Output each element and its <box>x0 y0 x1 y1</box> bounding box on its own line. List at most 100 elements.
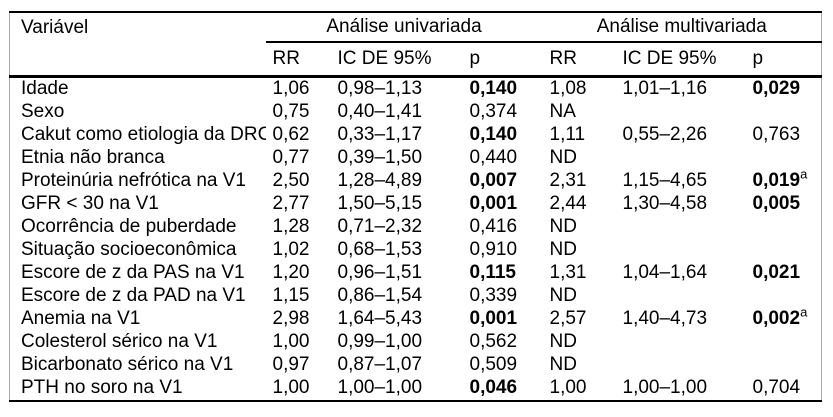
cell-multi-p-value: 0,005 <box>752 193 801 214</box>
cell-multi-ic <box>616 101 746 124</box>
cell-multi-ic: 1,30–4,58 <box>622 193 708 214</box>
cell-uni-p: 0,374 <box>463 101 543 124</box>
cell-multi-ic: 1,00–1,00 <box>622 377 708 398</box>
cell-uni-ic: 0,96–1,51 <box>337 262 423 283</box>
cell-multi-rr: ND <box>549 285 577 306</box>
cell-uni-p: 0,046 <box>463 377 543 401</box>
cell-variable: Escore de z da PAD na V1 <box>21 285 246 306</box>
cell-uni-ic: 0,40–1,41 <box>337 101 423 122</box>
cell-multi-rr: ND <box>549 239 577 260</box>
table-row: Idade 1,06 0,98–1,13 0,140 1,08 1,01–1,1… <box>10 76 822 101</box>
cell-uni-p-value: 0,509 <box>469 354 518 375</box>
sub-header-variable-spacer <box>9 42 266 78</box>
cell-variable: Idade <box>21 78 69 99</box>
cell-uni-rr: 0,75 <box>272 101 310 122</box>
table-row: Proteinúria nefrótica na V1 2,50 1,28–4,… <box>10 170 822 193</box>
table-row: GFR < 30 na V1 2,77 1,50–5,15 0,001 2,44… <box>10 193 822 216</box>
table-row: Situação socioeconômica 1,02 0,68–1,53 0… <box>10 239 822 262</box>
cell-uni-p-value: 0,562 <box>469 331 518 352</box>
sub-header-uni-ic: IC DE 95% <box>330 42 463 78</box>
cell-uni-ic: 0,86–1,54 <box>337 285 423 306</box>
cell-multi-p-value: 0,019 <box>752 170 801 191</box>
group-header-multivariate: Análise multivariada <box>542 12 822 43</box>
cell-uni-p-value: 0,007 <box>469 170 518 191</box>
cell-uni-rr: 0,97 <box>272 354 310 375</box>
cell-uni-rr: 1,00 <box>272 377 310 398</box>
cell-multi-rr: 2,57 <box>549 308 587 329</box>
cell-variable: Proteinúria nefrótica na V1 <box>21 170 246 191</box>
cell-uni-ic: 0,68–1,53 <box>337 239 423 260</box>
cell-uni-p: 0,007 <box>463 170 543 193</box>
cell-uni-rr: 0,62 <box>272 124 310 145</box>
cell-uni-p: 0,115 <box>463 262 543 285</box>
cell-uni-p-value: 0,910 <box>469 239 518 260</box>
cell-uni-p-value: 0,416 <box>469 216 518 237</box>
cell-uni-p-value: 0,140 <box>469 78 518 99</box>
cell-multi-p <box>746 147 822 170</box>
cell-multi-rr: ND <box>549 354 577 375</box>
table-row: Bicarbonato sérico na V1 0,97 0,87–1,07 … <box>10 354 822 377</box>
cell-uni-p-value: 0,115 <box>469 262 517 283</box>
cell-multi-ic: 1,04–1,64 <box>622 262 708 283</box>
cell-uni-ic: 0,71–2,32 <box>337 216 423 237</box>
cell-uni-p: 0,339 <box>463 285 543 308</box>
cell-multi-rr: ND <box>549 216 577 237</box>
table-row: Escore de z da PAS na V1 1,20 0,96–1,51 … <box>10 262 822 285</box>
cell-multi-p-value: 0,763 <box>752 124 801 145</box>
cell-variable: Ocorrência de puberdade <box>21 216 237 237</box>
sub-header-uni-rr: RR <box>265 42 331 78</box>
cell-multi-p: 0,002a <box>746 308 822 331</box>
cell-uni-rr: 1,28 <box>272 216 310 237</box>
cell-uni-p-value: 0,046 <box>469 377 518 398</box>
cell-variable: Escore de z da PAS na V1 <box>21 262 245 283</box>
cell-uni-rr: 2,77 <box>272 193 310 214</box>
cell-uni-rr: 2,98 <box>272 308 310 329</box>
sub-header-uni-p: p <box>462 42 543 78</box>
analysis-results-table: Variável Análise univariada Análise mult… <box>9 11 823 402</box>
group-header-univariate: Análise univariada <box>265 12 543 43</box>
cell-variable: Colesterol sérico na V1 <box>21 331 218 352</box>
sub-header-row: RR IC DE 95% p RR IC DE 95% p <box>9 42 822 78</box>
cell-multi-p: 0,019a <box>746 170 822 193</box>
cell-uni-ic: 0,39–1,50 <box>337 147 423 168</box>
cell-variable: Anemia na V1 <box>21 308 141 329</box>
cell-multi-p-value: 0,021 <box>752 262 801 283</box>
sub-header-multi-ic: IC DE 95% <box>615 42 746 78</box>
cell-uni-p-value: 0,001 <box>469 308 518 329</box>
cell-uni-ic: 1,28–4,89 <box>337 170 423 191</box>
cell-multi-ic: 1,15–4,65 <box>622 170 708 191</box>
cell-multi-rr: 1,00 <box>549 377 587 398</box>
cell-variable: PTH no soro na V1 <box>21 377 183 398</box>
cell-multi-p: 0,029 <box>746 76 822 101</box>
table-row: Anemia na V1 2,98 1,64–5,43 0,001 2,57 1… <box>10 308 822 331</box>
cell-uni-rr: 1,20 <box>272 262 310 283</box>
cell-variable: GFR < 30 na V1 <box>21 193 159 214</box>
cell-uni-p-value: 0,140 <box>469 124 518 145</box>
cell-multi-p-value: 0,704 <box>752 377 801 398</box>
table-header: Variável Análise univariada Análise mult… <box>9 12 822 78</box>
cell-multi-rr: 2,31 <box>549 170 587 191</box>
cell-multi-p: 0,005 <box>746 193 822 216</box>
table-row: Etnia não branca 0,77 0,39–1,50 0,440 ND <box>10 147 822 170</box>
cell-variable: Cakut como etiologia da DRC <box>21 124 266 145</box>
cell-uni-p: 0,140 <box>463 124 543 147</box>
table-row: Ocorrência de puberdade 1,28 0,71–2,32 0… <box>10 216 822 239</box>
cell-multi-p: 0,704 <box>746 377 822 401</box>
cell-uni-ic: 1,00–1,00 <box>337 377 423 398</box>
cell-variable: Situação socioeconômica <box>21 239 237 260</box>
cell-uni-p: 0,416 <box>463 216 543 239</box>
cell-uni-p: 0,440 <box>463 147 543 170</box>
column-header-variable: Variável <box>21 16 89 38</box>
cell-multi-rr: NA <box>549 101 576 122</box>
cell-multi-p <box>746 285 822 308</box>
cell-multi-rr: 1,11 <box>549 124 586 145</box>
cell-uni-ic: 0,98–1,13 <box>337 78 423 99</box>
cell-multi-rr: 1,31 <box>549 262 587 283</box>
table-row: Cakut como etiologia da DRC 0,62 0,33–1,… <box>10 124 822 147</box>
cell-multi-ic <box>616 147 746 170</box>
sub-header-multi-rr: RR <box>542 42 616 78</box>
cell-multi-p: 0,021 <box>746 262 822 285</box>
cell-uni-ic: 0,87–1,07 <box>337 354 423 375</box>
table-row: Sexo 0,75 0,40–1,41 0,374 NA <box>10 101 822 124</box>
cell-multi-ic: 1,40–4,73 <box>622 308 708 329</box>
